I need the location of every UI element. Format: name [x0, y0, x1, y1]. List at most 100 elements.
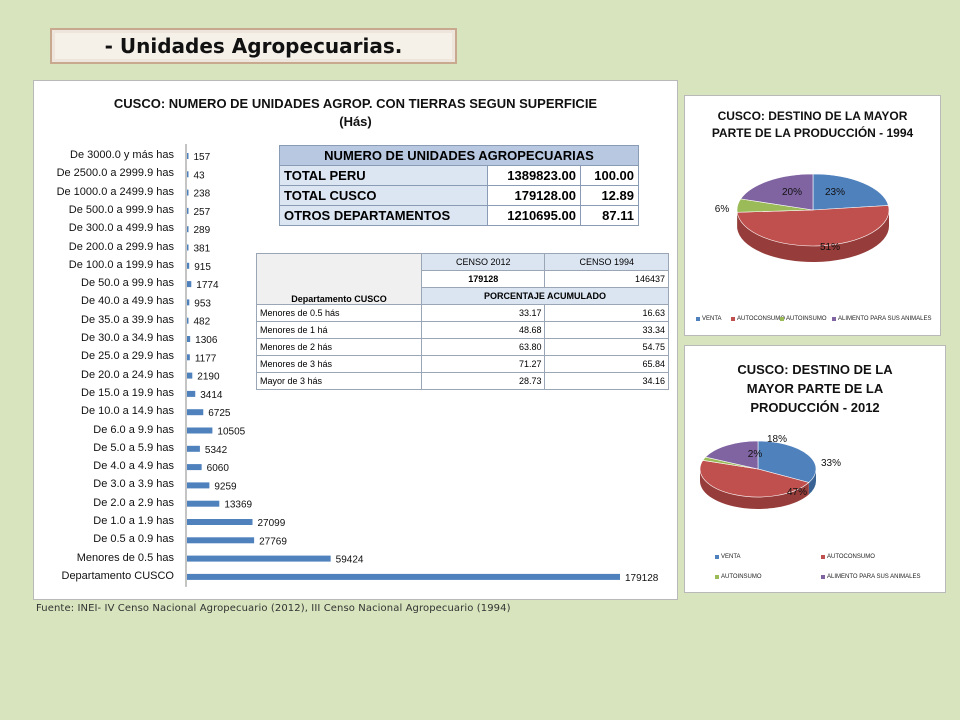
bar-category-label: De 35.0 a 39.9 has	[81, 313, 174, 326]
pie-value-label: 47%	[787, 487, 807, 498]
legend-label: ALIMENTO PARA SUS ANIMALES	[827, 574, 921, 580]
bar-mark	[187, 171, 189, 178]
bar-value-label: 6725	[208, 408, 231, 419]
bar-value-label: 10505	[217, 427, 245, 438]
censo-row-1994: 33.34	[544, 321, 669, 339]
pie-value-label: 51%	[820, 242, 840, 253]
legend-label: AUTOCONSUMO	[827, 554, 875, 560]
peru-row-label: TOTAL PERU	[278, 165, 489, 186]
page-title-box: - Unidades Agropecuarias.	[50, 28, 457, 64]
legend-item: ALIMENTO PARA SUS ANIMALES	[821, 574, 920, 580]
censo-row-1994: 16.63	[544, 304, 669, 322]
legend-label: VENTA	[702, 316, 722, 322]
censo-row-2012: 33.17	[420, 304, 546, 322]
bar-category-label: De 4.0 a 4.9 has	[93, 460, 174, 473]
bar-value-label: 1306	[195, 335, 218, 346]
pie-value-label: 18%	[767, 434, 787, 445]
censo-row-2012: 48.68	[420, 321, 546, 339]
legend-label: ALIMENTO PARA SUS ANIMALES	[838, 316, 932, 322]
bar-value-label: 13369	[224, 500, 252, 511]
bar-chart-panel: CUSCO: NUMERO DE UNIDADES AGROP. CON TIE…	[33, 80, 678, 600]
legend-swatch	[731, 317, 735, 321]
pie-1994-chart: 23% 51% 6% 20%	[715, 173, 890, 262]
bar-value-label: 381	[194, 244, 211, 255]
peru-row-units: 1389823.00	[487, 165, 581, 186]
bar-mark	[187, 519, 253, 525]
censo-row-1994: 54.75	[544, 338, 669, 356]
source-note: Fuente: INEI- IV Censo Nacional Agropecu…	[36, 603, 511, 614]
pie-value-label: 6%	[715, 204, 730, 215]
bar-category-label: De 15.0 a 19.9 has	[81, 386, 174, 399]
censo-row-2012: 28.73	[420, 372, 546, 390]
legend-swatch	[821, 575, 825, 579]
censo-table: Departamento CUSCO CENSO 2012 CENSO 1994…	[256, 253, 669, 390]
bar-value-label: 1177	[195, 353, 217, 364]
censo-row-2012: 63.80	[420, 338, 546, 356]
bar-value-label: 59424	[336, 555, 364, 566]
bar-category-label: De 20.0 a 24.9 has	[81, 368, 174, 381]
bar-chart-subtitle: (Hás)	[339, 114, 372, 129]
bar-category-label: De 2500.0 a 2999.9 has	[56, 167, 174, 180]
bar-mark	[187, 336, 191, 342]
table-row: Menores de 0.5 hás 33.17 16.63	[256, 304, 669, 322]
peru-table-header: NUMERO DE UNIDADES AGROPECUARIAS	[279, 145, 639, 166]
bar-mark	[187, 482, 210, 489]
bar-value-label: 3414	[200, 390, 223, 401]
peru-row-pct: 87.11	[579, 205, 640, 226]
pie-slice	[757, 440, 817, 483]
pie-value-label: 33%	[821, 458, 841, 469]
pie-slice	[704, 440, 759, 470]
bar-category-label: De 200.0 a 299.9 has	[68, 240, 174, 253]
bar-category-label: De 500.0 a 999.9 has	[68, 203, 174, 216]
censo-row-label: Menores de 0.5 hás	[256, 304, 422, 322]
peru-row-pct: 100.00	[579, 165, 640, 186]
censo-row-label: Mayor de 3 hás	[256, 372, 422, 390]
legend-swatch	[832, 317, 836, 321]
bar-category-label: De 100.0 a 199.9 has	[68, 258, 174, 271]
pie-value-label: 20%	[782, 187, 802, 198]
censo-dept-label: Departamento CUSCO	[256, 253, 422, 305]
table-row: Menores de 3 hás 71.27 65.84	[256, 355, 669, 373]
bar-value-label: 289	[194, 225, 211, 236]
pie-slice	[699, 460, 810, 498]
bar-category-label: De 25.0 a 29.9 has	[81, 350, 174, 363]
bar-category-label: Menores de 0.5 has	[76, 551, 174, 564]
bar-category-label: Departamento CUSCO	[61, 569, 175, 582]
bar-mark	[187, 537, 255, 544]
pie-slice-side	[700, 469, 809, 509]
bar-mark	[187, 500, 220, 507]
table-row: TOTAL CUSCO 179128.00 12.89	[278, 185, 640, 206]
peru-row-pct: 12.89	[579, 185, 640, 206]
peru-row-units: 179128.00	[487, 185, 581, 206]
bar-category-column: De 3000.0 y más has De 2500.0 a 2999.9 ha…	[34, 81, 174, 599]
bar-value-label: 27769	[259, 536, 287, 547]
bar-mark	[187, 207, 189, 214]
censo-col-2012: CENSO 2012	[420, 253, 546, 271]
legend-label: VENTA	[721, 554, 741, 560]
pie-value-label: 23%	[825, 187, 845, 198]
bar-value-label: 5342	[205, 445, 228, 456]
bar-mark	[187, 226, 189, 233]
bar-category-label: De 1.0 a 1.9 has	[93, 515, 174, 527]
bar-mark	[187, 390, 196, 397]
pie-1994-panel: CUSCO: DESTINO DE LA MAYOR PARTE DE LA P…	[684, 95, 941, 336]
legend-swatch	[715, 555, 719, 559]
bar-mark	[187, 409, 204, 416]
pie-2012-title: CUSCO: DESTINO DE LA MAYOR PARTE DE LA P…	[737, 362, 893, 415]
censo-row-1994: 34.16	[544, 372, 669, 390]
bar-category-label: De 40.0 a 49.9 has	[81, 295, 174, 308]
bar-mark	[187, 464, 202, 471]
peru-row-label: TOTAL CUSCO	[278, 185, 489, 206]
legend-swatch	[780, 317, 784, 321]
bar-mark	[187, 244, 189, 251]
censo-row-2012: 71.27	[420, 355, 546, 373]
bar-value-label: 27099	[258, 518, 286, 529]
pie-slice	[740, 173, 814, 211]
page-title: - Unidades Agropecuarias.	[104, 34, 403, 58]
bar-value-label: 915	[194, 262, 211, 273]
bar-category-label: De 5.0 a 5.9 has	[93, 441, 174, 454]
bar-mark	[187, 189, 189, 196]
pie-2012-panel: CUSCO: DESTINO DE LA MAYOR PARTE DE LA P…	[684, 345, 946, 593]
bar-mark	[187, 153, 189, 159]
bar-category-label: De 30.0 a 34.9 has	[81, 332, 174, 344]
